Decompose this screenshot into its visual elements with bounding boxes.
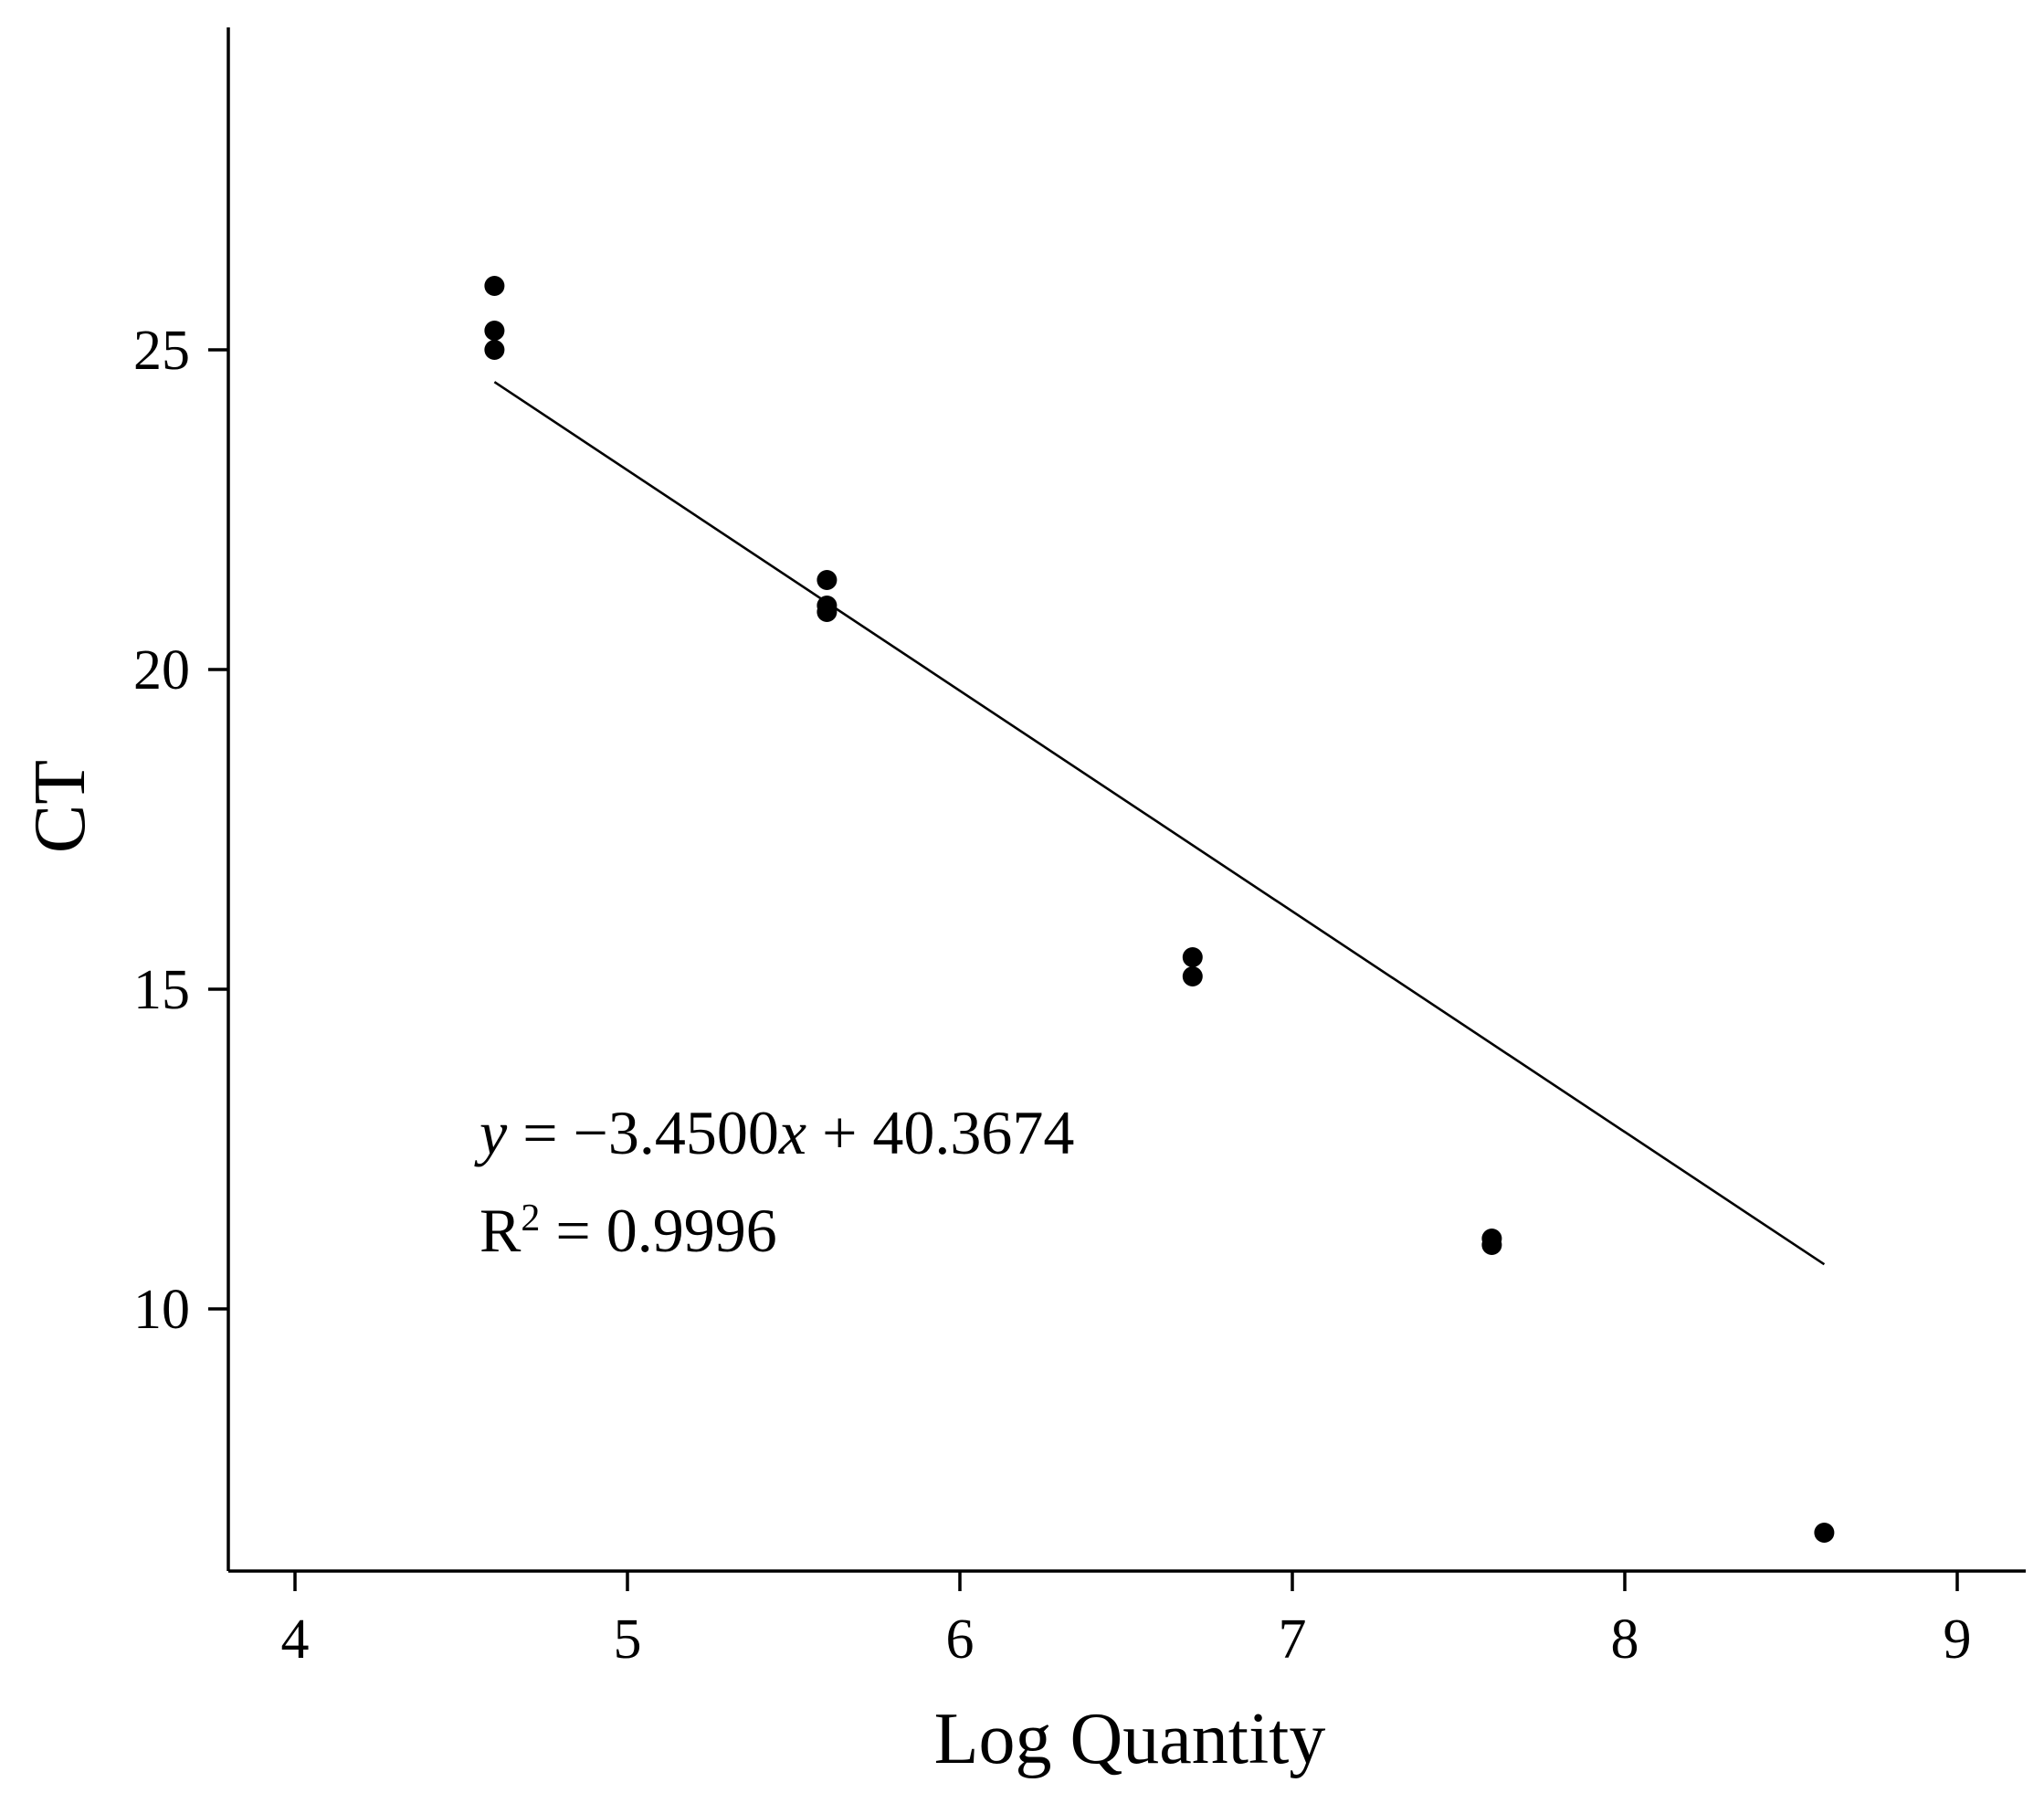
y-axis-title: CT xyxy=(20,760,100,853)
r-squared-label: R xyxy=(479,1196,522,1265)
equation-x-variable: x xyxy=(778,1098,806,1167)
r-squared-value: = 0.9996 xyxy=(540,1196,776,1265)
y-tick-label: 10 xyxy=(133,1279,190,1341)
regression-line xyxy=(493,381,1826,1266)
data-point xyxy=(817,602,838,622)
y-tick-label: 20 xyxy=(133,639,190,701)
data-point xyxy=(1182,966,1203,986)
equation-slope: = −3.4500 xyxy=(507,1098,779,1167)
x-tick-label: 4 xyxy=(281,1608,310,1671)
x-axis-title: Log Quantity xyxy=(934,1699,1326,1779)
data-point xyxy=(817,570,838,590)
data-point xyxy=(1182,947,1203,967)
data-point xyxy=(1481,1235,1502,1255)
x-tick-label: 7 xyxy=(1279,1608,1307,1671)
x-tick-label: 9 xyxy=(1944,1608,1972,1671)
equation-annotation: y = −3.4500x + 40.3674 xyxy=(474,1098,1074,1167)
data-point xyxy=(484,321,505,341)
equation-y-variable: y xyxy=(474,1098,508,1167)
data-point xyxy=(484,276,505,296)
x-tick-label: 8 xyxy=(1611,1608,1639,1671)
equation-intercept: + 40.3674 xyxy=(806,1098,1074,1167)
data-point xyxy=(484,340,505,360)
y-tick-label: 15 xyxy=(133,959,190,1021)
y-tick-label: 25 xyxy=(133,320,190,382)
plot-area: 4 5 6 7 8 9 10 15 20 25 xyxy=(133,27,2026,1671)
x-tick-label: 5 xyxy=(614,1608,642,1671)
x-tick-label: 6 xyxy=(946,1608,975,1671)
r-squared-superscript: 2 xyxy=(521,1197,540,1239)
r-squared-annotation: R2 = 0.9996 xyxy=(479,1196,777,1265)
data-point xyxy=(1814,1523,1835,1543)
